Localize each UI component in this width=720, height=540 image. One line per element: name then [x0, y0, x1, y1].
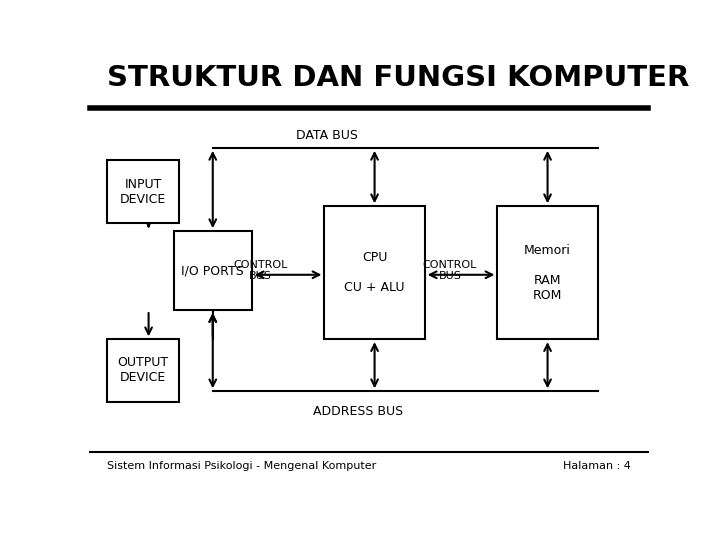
FancyBboxPatch shape — [324, 206, 425, 339]
Text: CPU

CU + ALU: CPU CU + ALU — [344, 251, 405, 294]
Text: CONTROL
BUS: CONTROL BUS — [233, 260, 287, 281]
FancyBboxPatch shape — [107, 339, 179, 402]
FancyBboxPatch shape — [107, 160, 179, 223]
Text: Halaman : 4: Halaman : 4 — [563, 462, 631, 471]
Text: ADDRESS BUS: ADDRESS BUS — [313, 404, 403, 417]
Text: CONTROL
BUS: CONTROL BUS — [423, 260, 477, 281]
Text: STRUKTUR DAN FUNGSI KOMPUTER: STRUKTUR DAN FUNGSI KOMPUTER — [107, 64, 689, 92]
Text: I/O PORTS: I/O PORTS — [181, 264, 244, 277]
Text: Memori

RAM
ROM: Memori RAM ROM — [524, 244, 571, 302]
Text: INPUT
DEVICE: INPUT DEVICE — [120, 178, 166, 206]
FancyBboxPatch shape — [498, 206, 598, 339]
FancyBboxPatch shape — [174, 231, 252, 310]
Text: OUTPUT
DEVICE: OUTPUT DEVICE — [117, 356, 168, 384]
Text: DATA BUS: DATA BUS — [297, 129, 359, 141]
Text: Sistem Informasi Psikologi - Mengenal Komputer: Sistem Informasi Psikologi - Mengenal Ko… — [107, 462, 376, 471]
